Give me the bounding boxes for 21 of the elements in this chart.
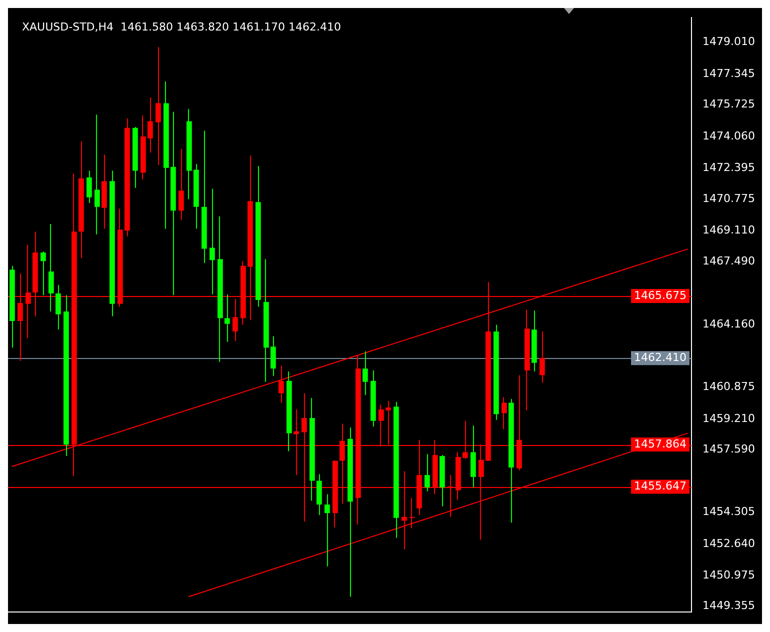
y-tick-label: 1467.490 <box>702 254 756 268</box>
y-tick-label: 1469.110 <box>702 223 756 236</box>
y-tick-label: 1454.305 <box>702 505 756 518</box>
y-tick-label: 1449.355 <box>702 599 756 612</box>
y-tick-label: 1452.640 <box>702 536 756 550</box>
y-tick-label: 1474.060 <box>702 129 756 142</box>
y-tick-label: 1477.345 <box>702 66 756 80</box>
chart-title: XAUUSD-STD,H4 1461.580 1463.820 1461.170 1462.410 <box>22 20 341 34</box>
ref-line-label: 1455.647 <box>634 480 687 493</box>
ref-line-label: 1457.864 <box>634 437 687 450</box>
y-tick-label: 1472.395 <box>702 161 756 174</box>
y-tick-label: 1460.875 <box>702 380 756 394</box>
y-tick-label: 1464.160 <box>702 318 756 331</box>
y-tick-label: 1450.975 <box>702 568 756 582</box>
ref-line-label: 1465.675 <box>634 288 687 302</box>
y-tick-label: 1475.725 <box>702 98 756 111</box>
y-tick-label: 1479.010 <box>702 35 756 48</box>
y-tick-label: 1457.590 <box>702 442 756 456</box>
y-tick-label: 1459.210 <box>702 412 756 425</box>
y-tick-label: 1470.775 <box>702 192 756 205</box>
ref-line-label: 1462.410 <box>634 350 687 364</box>
